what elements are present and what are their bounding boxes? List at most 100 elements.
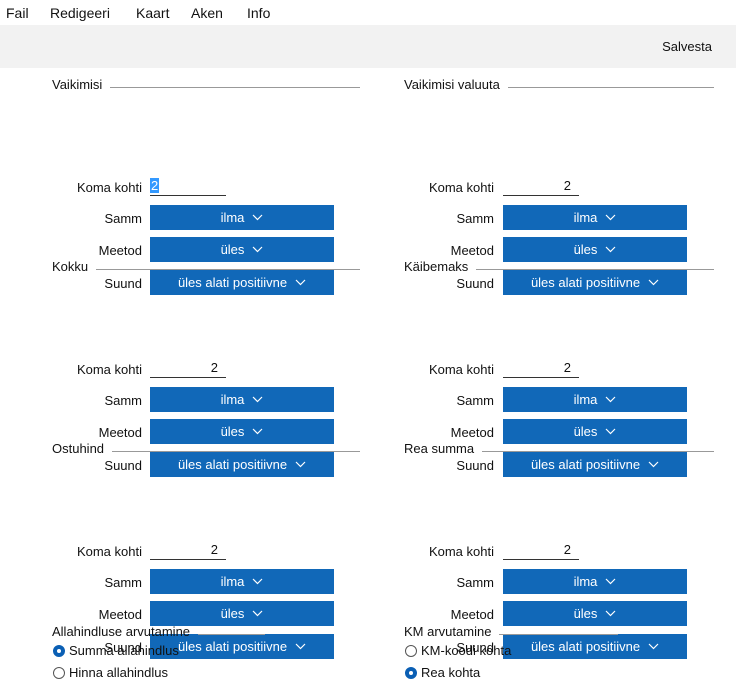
field-label: Meetod	[450, 425, 494, 440]
field-label: Meetod	[450, 607, 494, 622]
input-value: 2	[563, 542, 571, 557]
dropdown[interactable]: üles	[150, 419, 334, 444]
menu-item[interactable]: Fail	[6, 5, 29, 21]
field-label: Suund	[456, 458, 494, 473]
radio-option[interactable]: Summa allahindlus	[53, 643, 179, 658]
radio-option[interactable]: Rea kohta	[405, 665, 480, 680]
field-label: Suund	[104, 640, 142, 655]
menu-bar: Fail Redigeeri Kaart Aken Info	[0, 0, 736, 25]
radio-option[interactable]: KM-koodi kohta	[405, 643, 511, 658]
field-label: Samm	[104, 575, 142, 590]
chevron	[605, 428, 616, 435]
dropdown-value: üles alati positiivne	[530, 275, 641, 290]
radio-label: KM-koodi kohta	[421, 643, 512, 658]
group-title-text: KM arvutamine	[404, 624, 492, 639]
section-title-text: Kokku	[52, 259, 89, 274]
dropdown-value: üles alati positiivne	[177, 457, 288, 472]
dropdown[interactable]: üles	[503, 419, 687, 444]
field-label: Meetod	[98, 243, 142, 258]
chevron	[252, 610, 263, 617]
field-label: Suund	[456, 640, 494, 655]
dropdown-value: ilma	[573, 574, 598, 589]
field-label: Koma kohti	[76, 362, 142, 377]
chevron	[295, 461, 306, 468]
section-title-text: Rea summa	[404, 441, 475, 456]
chevron	[605, 396, 616, 403]
chevron	[605, 610, 616, 617]
dropdown[interactable]: üles alati positiivne	[150, 634, 334, 659]
chevron	[648, 643, 659, 650]
dropdown[interactable]: ilma	[503, 387, 687, 412]
dropdown[interactable]: ilma	[150, 205, 334, 230]
chevron	[648, 461, 659, 468]
dropdown[interactable]: ilma	[503, 205, 687, 230]
number-input[interactable]: 2	[150, 542, 226, 560]
dropdown-value: üles	[573, 606, 598, 621]
dropdown-value: ilma	[220, 392, 245, 407]
dropdown[interactable]: üles	[503, 601, 687, 626]
menu-item[interactable]: Aken	[191, 5, 223, 21]
radio-button	[53, 666, 65, 679]
dropdown-value: üles alati positiivne	[177, 639, 288, 654]
section-title-text: Vaikimisi	[52, 77, 103, 92]
field-label: Samm	[456, 575, 494, 590]
chevron	[252, 428, 263, 435]
dropdown[interactable]: üles	[150, 601, 334, 626]
number-input[interactable]: 2	[503, 360, 579, 378]
chevron	[252, 246, 263, 253]
field-label: Suund	[104, 276, 142, 291]
section-rule	[112, 451, 360, 452]
dropdown[interactable]: üles alati positiivne	[150, 452, 334, 477]
dropdown[interactable]: üles	[503, 237, 687, 262]
number-input[interactable]: 2	[150, 178, 226, 196]
dropdown[interactable]: üles alati positiivne	[503, 270, 687, 295]
menu-item[interactable]: Redigeeri	[50, 5, 110, 21]
number-input[interactable]: 2	[150, 360, 226, 378]
number-input[interactable]: 2	[503, 178, 579, 196]
radio-button	[53, 644, 65, 657]
dropdown[interactable]: üles	[150, 237, 334, 262]
section-rule	[507, 87, 714, 88]
section-title-text: Ostuhind	[52, 441, 105, 456]
dropdown[interactable]: üles alati positiivne	[150, 270, 334, 295]
section-title-text: Vaikimisi valuuta	[404, 77, 500, 92]
chevron	[605, 578, 616, 585]
save-button[interactable]: Salvesta	[662, 39, 712, 54]
section-rule	[96, 269, 360, 270]
dropdown[interactable]: üles alati positiivne	[503, 634, 687, 659]
dropdown[interactable]: üles alati positiivne	[503, 452, 687, 477]
radio-button	[405, 666, 417, 679]
section-rule	[110, 87, 360, 88]
menu-item[interactable]: Kaart	[136, 5, 170, 21]
field-label: Koma kohti	[76, 544, 142, 559]
dropdown[interactable]: ilma	[503, 569, 687, 594]
section-rule	[476, 269, 714, 270]
menu-item[interactable]: Info	[247, 5, 271, 21]
section-title: Käibemaks	[404, 259, 714, 274]
dropdown[interactable]: ilma	[150, 569, 334, 594]
field-label: Meetod	[98, 425, 142, 440]
section-title: Kokku	[52, 259, 360, 274]
radio-button	[405, 644, 417, 657]
dropdown[interactable]: ilma	[150, 387, 334, 412]
radio-label: Rea kohta	[421, 665, 481, 680]
radio-option[interactable]: Hinna allahindlus	[53, 665, 168, 680]
field-label: Suund	[104, 458, 142, 473]
group-title: KM arvutamine	[404, 624, 618, 639]
chevron	[295, 279, 306, 286]
section-title: Rea summa	[404, 441, 714, 456]
input-value: 2	[563, 360, 571, 375]
dropdown-value: üles	[220, 606, 245, 621]
number-input[interactable]: 2	[503, 542, 579, 560]
field-label: Samm	[456, 211, 494, 226]
input-value: 2	[563, 178, 571, 193]
group-rule	[499, 634, 618, 635]
input-value: 2	[150, 178, 160, 193]
dropdown-value: ilma	[220, 210, 245, 225]
field-label: Suund	[456, 276, 494, 291]
dropdown-value: ilma	[573, 392, 598, 407]
group-title-text: Allahindluse arvutamine	[52, 624, 191, 639]
dropdown-value: üles alati positiivne	[530, 639, 641, 654]
field-label: Samm	[456, 393, 494, 408]
field-label: Koma kohti	[428, 362, 494, 377]
